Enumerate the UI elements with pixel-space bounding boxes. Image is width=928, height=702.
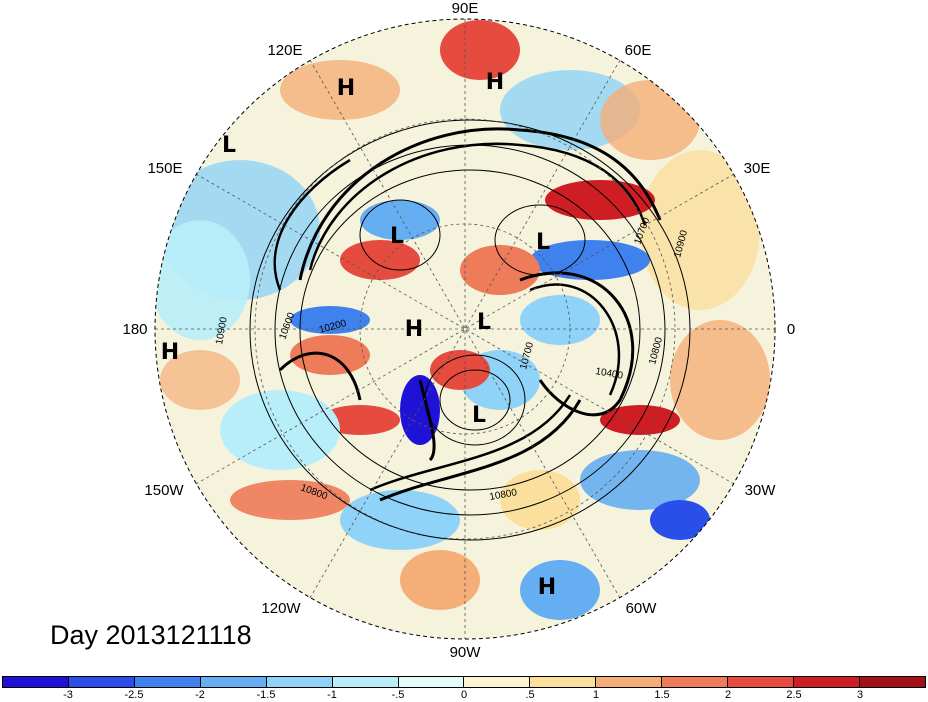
lon-label-0: 0 — [787, 321, 795, 338]
colorbar-swatch — [200, 677, 267, 687]
colorbar-tick-label: 2 — [724, 689, 732, 701]
anomaly-field — [155, 19, 775, 639]
colorbar-swatch — [596, 677, 663, 687]
colorbar-tick-label: .5 — [525, 689, 535, 701]
colorbar-swatch — [398, 677, 465, 687]
lon-label-150w: 150W — [144, 482, 184, 499]
colorbar-tick-label: -1 — [327, 689, 337, 701]
lon-label-120e: 120E — [267, 42, 302, 59]
lon-label-150e: 150E — [147, 160, 182, 177]
contour-label: 10900 — [214, 316, 230, 346]
high-pressure-marker: H — [337, 76, 355, 101]
lon-label-90w: 90W — [450, 644, 482, 661]
high-pressure-marker: H — [161, 340, 179, 365]
colorbar-tick-label: -2.5 — [124, 689, 144, 701]
colorbar — [2, 676, 926, 688]
high-pressure-marker: H — [486, 70, 504, 95]
high-pressure-marker: H — [405, 317, 423, 342]
colorbar-swatch — [530, 677, 597, 687]
colorbar-tick-label: 3 — [856, 689, 864, 701]
lon-label-180: 180 — [122, 321, 147, 338]
high-pressure-marker: H — [538, 575, 556, 600]
lon-label-60w: 60W — [626, 600, 658, 617]
low-pressure-marker: L — [222, 133, 236, 158]
lon-label-60e: 60E — [625, 42, 652, 59]
low-pressure-marker: L — [472, 403, 486, 428]
lon-label-30w: 30W — [745, 482, 777, 499]
colorbar-swatch — [728, 677, 795, 687]
day-label: Day 2013121118 — [50, 620, 252, 650]
lon-label-90e: 90E — [452, 0, 479, 17]
low-pressure-marker: L — [390, 224, 404, 249]
colorbar-swatch — [3, 677, 69, 687]
colorbar-tick-label: -3 — [63, 689, 73, 701]
colorbar-swatch — [662, 677, 729, 687]
colorbar-swatch — [464, 677, 531, 687]
colorbar-tick-label: 1 — [592, 689, 600, 701]
colorbar-tick-label: 0 — [460, 689, 468, 701]
colorbar-swatch — [794, 677, 860, 687]
contour-label: 10400 — [594, 366, 624, 382]
colorbar-swatch — [859, 677, 925, 687]
colorbar-swatch — [68, 677, 135, 687]
colorbar-tick-label: -.5 — [391, 689, 405, 701]
lon-label-120w: 120W — [261, 600, 301, 617]
colorbar-tick-label: -2 — [195, 689, 205, 701]
height-contours — [249, 119, 691, 541]
graticule — [155, 19, 775, 639]
colorbar-labels: -3 -2.5 -2 -1.5 -1 -.5 0 .5 1 1.5 2 2.5 3 — [2, 689, 926, 702]
colorbar-tick-label: 1.5 — [654, 689, 670, 701]
map-boundary — [154, 18, 776, 640]
low-pressure-marker: L — [477, 310, 491, 335]
contour-label: 10800 — [489, 487, 519, 503]
low-pressure-marker: L — [536, 230, 550, 255]
colorbar-swatch — [332, 677, 399, 687]
colorbar-swatch — [266, 677, 333, 687]
colorbar-swatch — [134, 677, 201, 687]
lon-label-30e: 30E — [744, 160, 771, 177]
colorbar-tick-label: -1.5 — [256, 689, 276, 701]
colorbar-tick-label: 2.5 — [786, 689, 802, 701]
